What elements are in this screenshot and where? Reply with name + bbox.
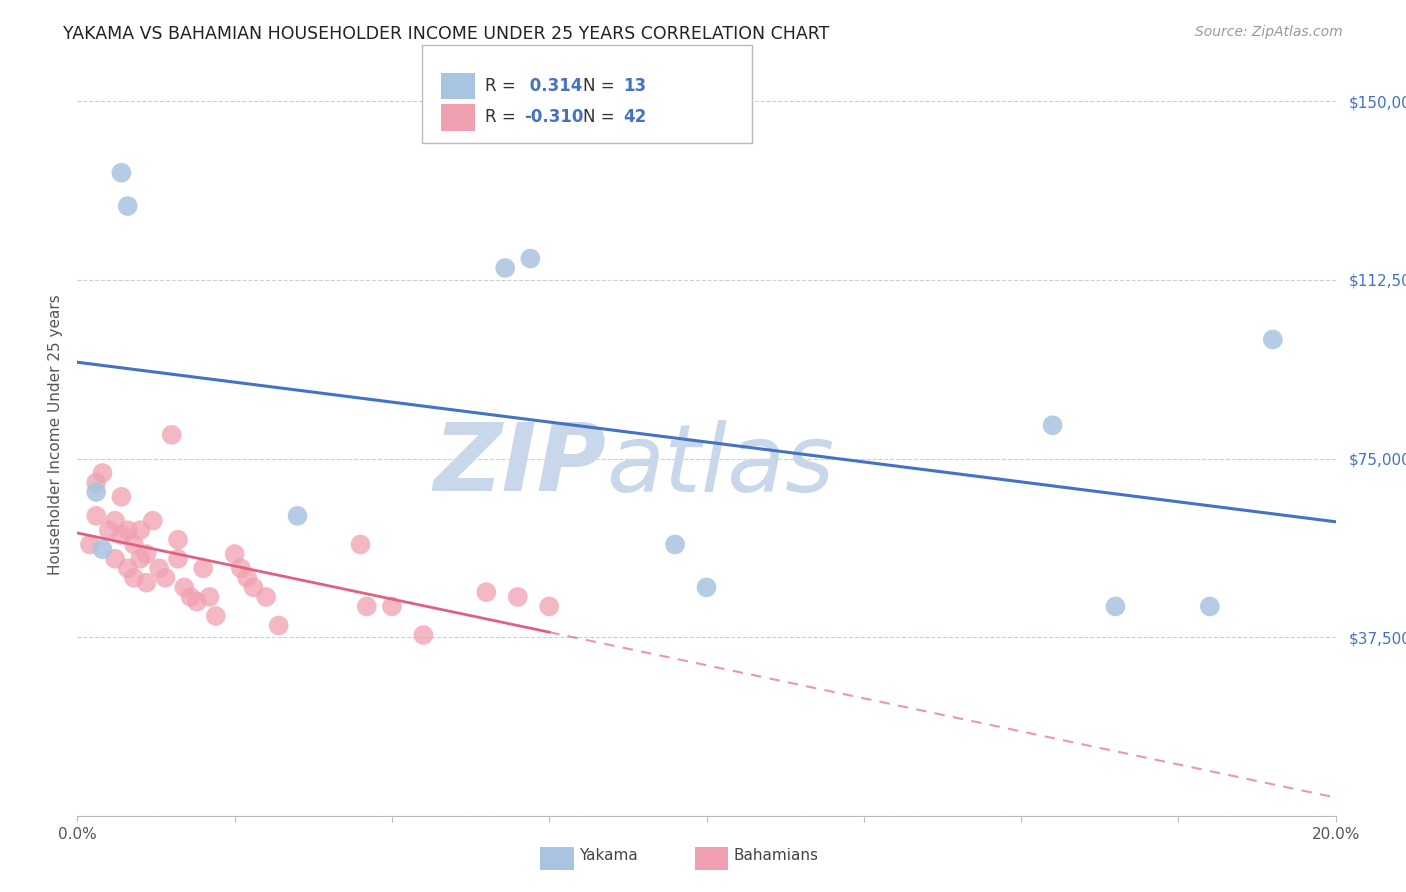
Point bbox=[104, 514, 127, 528]
Text: 42: 42 bbox=[623, 108, 647, 127]
Y-axis label: Householder Income Under 25 years: Householder Income Under 25 years bbox=[48, 294, 63, 575]
Point bbox=[167, 533, 190, 547]
Point bbox=[110, 166, 132, 180]
Point bbox=[519, 252, 541, 266]
Point bbox=[1042, 418, 1064, 433]
Point bbox=[117, 523, 139, 537]
Point bbox=[117, 561, 139, 575]
Point bbox=[1104, 599, 1126, 614]
Text: -0.310: -0.310 bbox=[524, 108, 583, 127]
Point bbox=[117, 199, 139, 213]
Text: ZIP: ZIP bbox=[433, 419, 606, 511]
Point bbox=[191, 561, 215, 575]
Point bbox=[84, 475, 107, 490]
Point bbox=[242, 581, 264, 595]
Point bbox=[110, 490, 132, 504]
Point bbox=[84, 485, 107, 500]
Point bbox=[696, 581, 718, 595]
Point bbox=[110, 528, 132, 542]
Point bbox=[129, 551, 152, 566]
Point bbox=[538, 599, 561, 614]
Point bbox=[267, 618, 290, 632]
Point bbox=[664, 537, 686, 551]
Text: 13: 13 bbox=[623, 77, 645, 95]
Point bbox=[349, 537, 371, 551]
Point bbox=[142, 514, 165, 528]
Text: 0.314: 0.314 bbox=[524, 77, 583, 95]
Point bbox=[155, 571, 177, 585]
Text: Bahamians: Bahamians bbox=[734, 848, 818, 863]
Point bbox=[198, 590, 221, 604]
Point bbox=[104, 551, 127, 566]
Point bbox=[186, 595, 208, 609]
Text: atlas: atlas bbox=[606, 420, 834, 511]
Point bbox=[412, 628, 434, 642]
Text: Source: ZipAtlas.com: Source: ZipAtlas.com bbox=[1195, 25, 1343, 39]
Text: Yakama: Yakama bbox=[579, 848, 638, 863]
Point bbox=[180, 590, 202, 604]
Point bbox=[135, 547, 157, 561]
Point bbox=[160, 428, 183, 442]
Point bbox=[506, 590, 529, 604]
Point bbox=[79, 537, 101, 551]
Point bbox=[173, 581, 195, 595]
Point bbox=[148, 561, 170, 575]
Point bbox=[381, 599, 404, 614]
Point bbox=[224, 547, 246, 561]
Point bbox=[229, 561, 252, 575]
Point bbox=[84, 508, 107, 523]
Point bbox=[91, 542, 114, 557]
Text: N =: N = bbox=[583, 108, 620, 127]
Point bbox=[287, 508, 309, 523]
Point bbox=[91, 466, 114, 480]
Point bbox=[1261, 333, 1284, 347]
Point bbox=[475, 585, 498, 599]
Point bbox=[129, 523, 152, 537]
Point bbox=[135, 575, 157, 590]
Point bbox=[122, 537, 145, 551]
Point bbox=[122, 571, 145, 585]
Point bbox=[167, 551, 190, 566]
Point bbox=[204, 609, 226, 624]
Point bbox=[236, 571, 259, 585]
Point bbox=[97, 523, 120, 537]
Point bbox=[254, 590, 277, 604]
Text: YAKAMA VS BAHAMIAN HOUSEHOLDER INCOME UNDER 25 YEARS CORRELATION CHART: YAKAMA VS BAHAMIAN HOUSEHOLDER INCOME UN… bbox=[63, 25, 830, 43]
Text: N =: N = bbox=[583, 77, 620, 95]
Text: R =: R = bbox=[485, 77, 522, 95]
Point bbox=[356, 599, 378, 614]
Point bbox=[494, 260, 516, 275]
Point bbox=[1198, 599, 1220, 614]
Text: R =: R = bbox=[485, 108, 522, 127]
